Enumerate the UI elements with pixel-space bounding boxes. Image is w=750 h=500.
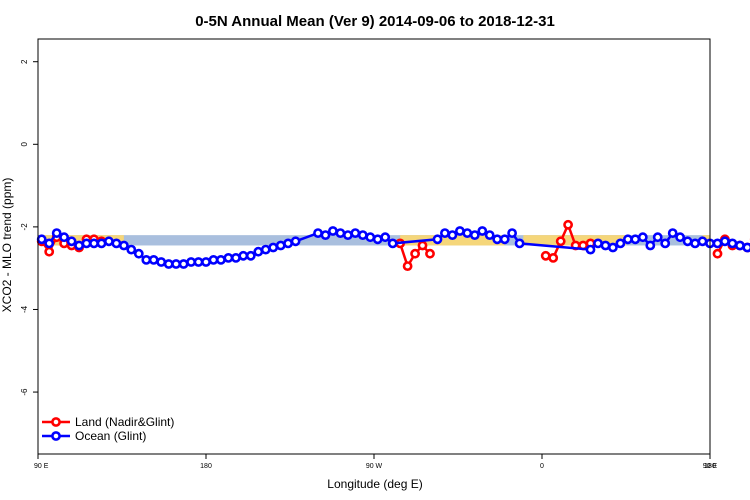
ocean-series-point-10 xyxy=(111,238,122,249)
ocean-series-point-62 xyxy=(615,238,626,249)
ocean-series-point-57 xyxy=(514,238,525,249)
chart-title: 0-5N Annual Mean (Ver 9) 2014-09-06 to 2… xyxy=(195,13,555,30)
ocean-series-point-71 xyxy=(682,236,693,247)
legend-label-0: Land (Nadir&Glint) xyxy=(75,415,174,429)
ocean-series-point-48 xyxy=(447,230,458,240)
land-series-seg2-point-0 xyxy=(540,250,551,261)
ocean-series-point-50 xyxy=(462,228,473,238)
plot-frame xyxy=(37,38,711,455)
x-axis-label: Longitude (deg E) xyxy=(327,477,422,491)
y-tick-label-4: 2 xyxy=(20,59,29,64)
land-series-seg1-point-2 xyxy=(410,248,420,259)
ocean-series-point-24 xyxy=(215,254,226,265)
land-series-seg2-point-1 xyxy=(548,252,559,263)
land-band-segment-1 xyxy=(400,235,505,246)
ocean-series-point-15 xyxy=(148,254,159,265)
ocean-series-point-43 xyxy=(372,234,383,245)
x-tick-label-3: 0 xyxy=(540,463,544,470)
x-tick-label-2: 90 W xyxy=(366,463,383,470)
ocean-series-point-77 xyxy=(727,238,738,249)
y-tick-label-1: -4 xyxy=(20,305,29,313)
ocean-series-point-52 xyxy=(477,226,488,236)
land-series-seg2-point-2 xyxy=(555,236,566,247)
land-series-seg1-point-1 xyxy=(402,261,413,271)
ocean-series-point-45 xyxy=(387,238,398,249)
x-tick-label-last: 180 xyxy=(704,463,716,470)
ocean-series-point-73 xyxy=(697,236,708,247)
ocean-series-point-68 xyxy=(660,238,671,249)
ocean-series-point-53 xyxy=(484,230,495,240)
ocean-series-point-11 xyxy=(119,240,129,251)
ocean-series-point-27 xyxy=(238,250,249,261)
land-series-seg1-point-4 xyxy=(425,248,435,259)
ocean-series-point-78 xyxy=(735,240,745,251)
ocean-series-point-1 xyxy=(44,238,55,249)
land-series-seg3-point-0 xyxy=(712,248,723,259)
ocean-series-point-59 xyxy=(593,238,603,249)
ocean-series-point-31 xyxy=(268,242,279,253)
ocean-series-point-66 xyxy=(645,240,656,251)
ocean-series-point-44 xyxy=(380,232,391,243)
ocean-series-point-18 xyxy=(171,259,181,269)
land-series-seg1-point-3 xyxy=(417,240,428,251)
y-tick-label-2: -2 xyxy=(20,223,29,231)
ocean-series-point-58 xyxy=(585,244,596,255)
legend-marker-0 xyxy=(51,417,61,427)
ocean-series-point-69 xyxy=(667,228,678,238)
series-layer xyxy=(36,219,750,271)
ocean-series-point-16 xyxy=(156,257,167,267)
ocean-series-point-25 xyxy=(223,252,234,263)
ocean-series-point-67 xyxy=(652,232,663,243)
ocean-series-point-38 xyxy=(335,228,346,238)
ocean-series-point-46 xyxy=(432,234,443,245)
ocean-series-point-55 xyxy=(499,234,510,245)
ocean-series-point-34 xyxy=(290,236,301,247)
x-tick-label-0: 90 E xyxy=(34,463,49,470)
x-tick-label-1: 180 xyxy=(200,463,212,470)
ocean-series-point-76 xyxy=(720,236,730,247)
ocean-series-point-6 xyxy=(81,238,92,249)
ocean-series-point-47 xyxy=(439,228,450,238)
y-tick-label-3: 0 xyxy=(20,142,29,147)
y-axis-label: XCO2 - MLO trend (ppm) xyxy=(0,178,14,313)
ocean-series-point-51 xyxy=(469,230,480,240)
ocean-series-point-35 xyxy=(313,228,323,238)
ocean-series-point-9 xyxy=(104,236,114,247)
ocean-series-point-65 xyxy=(637,232,648,243)
ocean-series-point-64 xyxy=(630,234,641,245)
ocean-series-point-61 xyxy=(608,242,618,253)
land-series-seg2-point-3 xyxy=(563,219,573,230)
ocean-series-point-0 xyxy=(36,234,47,245)
ocean-series-point-41 xyxy=(357,230,368,240)
ocean-series-point-40 xyxy=(350,228,361,238)
ocean-series-point-7 xyxy=(89,238,99,249)
ocean-series-point-30 xyxy=(260,244,271,255)
legend: Land (Nadir&Glint)Ocean (Glint) xyxy=(42,415,174,443)
ocean-series-point-33 xyxy=(283,238,293,249)
ocean-series-point-3 xyxy=(59,232,69,243)
ocean-series-point-4 xyxy=(66,236,77,247)
ocean-series-point-22 xyxy=(201,257,211,267)
legend-label-1: Ocean (Glint) xyxy=(75,429,146,443)
ocean-series-point-60 xyxy=(600,240,611,251)
ocean-series-point-2 xyxy=(51,228,62,238)
ocean-series-point-37 xyxy=(327,226,338,236)
ocean-series-point-21 xyxy=(193,257,204,267)
ocean-series-point-19 xyxy=(178,259,189,269)
ocean-series-point-36 xyxy=(320,230,331,240)
x-tick-label-4: 90 E xyxy=(703,463,718,470)
legend-marker-1 xyxy=(51,431,61,441)
ocean-series-point-39 xyxy=(342,230,353,240)
ocean-series-point-13 xyxy=(133,248,144,259)
ocean-series-point-56 xyxy=(507,228,517,238)
ocean-series-point-28 xyxy=(245,250,256,261)
ocean-series-point-54 xyxy=(492,234,503,245)
ocean-series-point-79 xyxy=(742,242,750,253)
ocean-series-point-70 xyxy=(675,232,685,243)
land-series-seg0-point-1 xyxy=(44,246,55,257)
ocean-series-point-12 xyxy=(126,244,137,255)
y-tick-label-0: -6 xyxy=(20,388,29,396)
